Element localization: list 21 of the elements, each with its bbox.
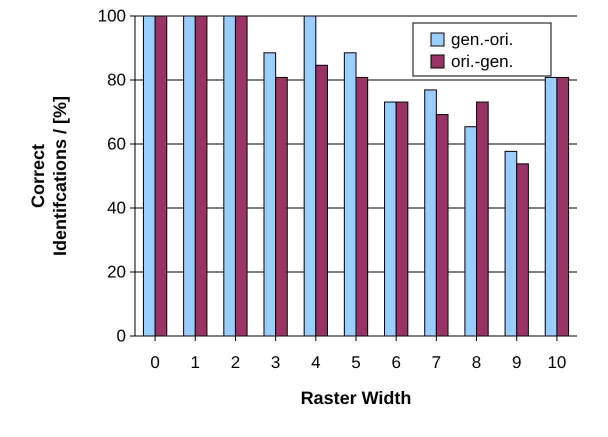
y-tick-label: 0	[116, 326, 126, 346]
x-tick-label: 0	[150, 352, 160, 372]
x-tick-label: 4	[311, 352, 321, 372]
y-tick-label: 40	[107, 198, 126, 218]
legend-label: gen.-ori.	[451, 30, 514, 49]
legend-label: ori.-gen.	[451, 52, 514, 71]
y-tick-label: 60	[107, 134, 126, 154]
x-tick-label: 5	[351, 352, 361, 372]
y-axis-title: Correct Identifcations / [%]	[28, 96, 70, 256]
x-tick-label: 1	[190, 352, 200, 372]
y-tick-label: 100	[98, 6, 126, 26]
x-tick-label: 9	[512, 352, 522, 372]
y-tick-label: 20	[107, 262, 126, 282]
x-axis-title: Raster Width	[300, 388, 412, 408]
x-tick-label: 8	[472, 352, 482, 372]
x-tick-label: 2	[230, 352, 240, 372]
x-tick-label: 6	[391, 352, 401, 372]
x-tick-label: 7	[432, 352, 442, 372]
x-tick-label: 10	[547, 352, 566, 372]
y-tick-label: 80	[107, 70, 126, 90]
x-tick-label: 3	[270, 352, 280, 372]
